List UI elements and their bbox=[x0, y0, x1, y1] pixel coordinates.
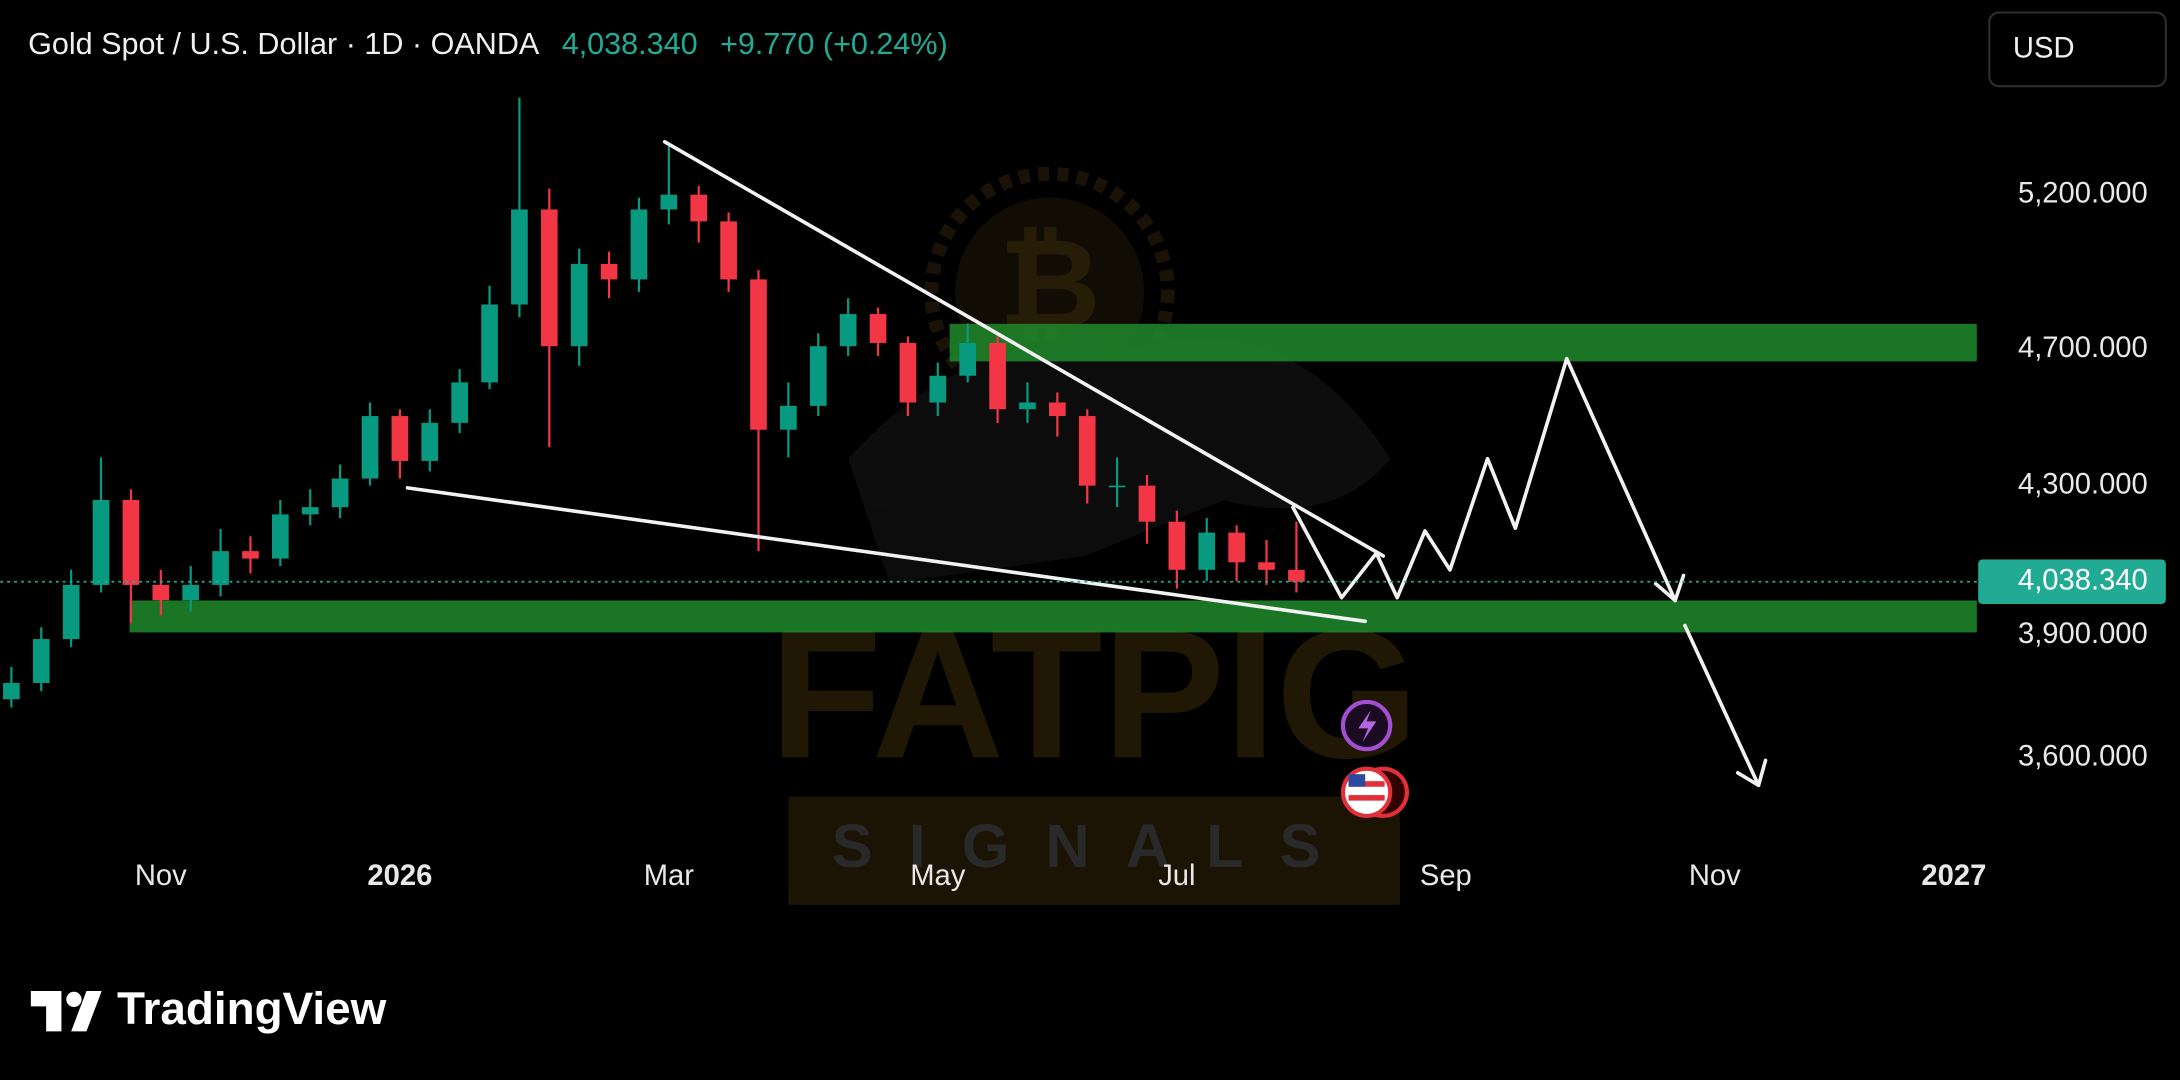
event-icon-canton bbox=[1348, 774, 1366, 787]
candle-body bbox=[481, 304, 498, 383]
x-tick-label: 2027 bbox=[1921, 860, 1986, 892]
symbol-title: Gold Spot / U.S. Dollar · 1D · OANDA bbox=[28, 27, 540, 61]
candle-body bbox=[690, 194, 708, 222]
watermark-band bbox=[788, 796, 1400, 905]
candle-body bbox=[1078, 416, 1096, 486]
watermark-tagline: SIGNALS bbox=[832, 812, 1357, 880]
x-tick-label: Nov bbox=[1689, 860, 1741, 892]
candle-body bbox=[182, 584, 200, 601]
y-tick-label: 4,300.000 bbox=[2018, 468, 2148, 500]
last-price-label: 4,038.340 bbox=[2018, 564, 2148, 596]
candle-body bbox=[989, 342, 1006, 410]
x-tick-label: Sep bbox=[1420, 860, 1472, 892]
last-price: 4,038.340 bbox=[562, 27, 698, 61]
projection-path bbox=[1291, 356, 1677, 603]
candle-body bbox=[540, 209, 558, 347]
event-icon-bolt bbox=[1358, 710, 1377, 743]
candle-body bbox=[301, 507, 319, 515]
lower-trendline bbox=[405, 486, 1368, 624]
tradingview-logo: TradingView bbox=[30, 982, 387, 1034]
event-icon-stripe bbox=[1348, 795, 1385, 801]
resistance-zone bbox=[949, 323, 1977, 362]
candle-body bbox=[1019, 402, 1036, 410]
candle-body bbox=[152, 584, 170, 601]
candle-body bbox=[1108, 485, 1126, 488]
currency-label[interactable]: USD bbox=[2013, 33, 2075, 65]
candle-body bbox=[959, 342, 977, 376]
drawings bbox=[405, 139, 1768, 788]
projection-arrow bbox=[1683, 623, 1761, 788]
y-tick-label: 5,200.000 bbox=[2018, 177, 2148, 209]
candle-body bbox=[272, 514, 289, 559]
candle-body bbox=[391, 416, 409, 461]
last-price-marker bbox=[1978, 559, 2166, 605]
x-tick-label: Nov bbox=[135, 860, 187, 892]
event-icon-stripe bbox=[1348, 781, 1385, 787]
header: Gold Spot / U.S. Dollar · 1D · OANDA 4,0… bbox=[28, 27, 948, 61]
candle-body bbox=[1288, 569, 1305, 582]
candle-body bbox=[1198, 532, 1216, 570]
candle-body bbox=[92, 499, 110, 585]
candle-body bbox=[1258, 562, 1275, 570]
projection-arrowhead bbox=[1653, 573, 1686, 603]
currency-button[interactable] bbox=[1988, 11, 2167, 88]
candle-body bbox=[899, 342, 917, 403]
candle-body bbox=[62, 584, 80, 640]
y-tick-label: 4,700.000 bbox=[2018, 332, 2148, 364]
candle-body bbox=[750, 279, 767, 430]
candle-body bbox=[451, 382, 468, 423]
candle-body bbox=[421, 422, 439, 461]
candle-body bbox=[1228, 532, 1245, 563]
candle-body bbox=[630, 209, 648, 280]
candle-body bbox=[809, 346, 827, 406]
price-change: +9.770 (+0.24%) bbox=[720, 27, 948, 61]
watermark-pig bbox=[848, 338, 1391, 584]
candle-body bbox=[1138, 485, 1156, 522]
y-tick-label: 3,900.000 bbox=[2018, 618, 2148, 650]
candle-body bbox=[3, 682, 20, 700]
upper-trendline bbox=[662, 139, 1386, 558]
logo-mark bbox=[71, 991, 102, 1032]
candle-body bbox=[780, 405, 797, 430]
x-tick-label: 2026 bbox=[367, 860, 432, 892]
candle-body bbox=[242, 551, 259, 559]
candle-body bbox=[212, 551, 229, 585]
x-tick-label: May bbox=[910, 860, 966, 892]
candle-body bbox=[32, 639, 50, 683]
logo-mark bbox=[66, 991, 82, 1008]
x-tick-label: Jul bbox=[1158, 860, 1195, 892]
candle-body bbox=[720, 221, 737, 280]
x-tick-label: Mar bbox=[644, 860, 695, 892]
candle-body bbox=[361, 416, 379, 479]
support-zone bbox=[129, 600, 1977, 633]
candle-body bbox=[331, 478, 349, 508]
candles bbox=[3, 97, 1305, 708]
candle-body bbox=[1048, 402, 1066, 417]
logo-mark bbox=[30, 991, 62, 1032]
candle-body bbox=[660, 194, 678, 210]
candle-body bbox=[122, 499, 140, 585]
candle-body bbox=[869, 314, 887, 343]
candle-body bbox=[839, 314, 857, 347]
projection-arrowhead bbox=[1735, 758, 1768, 788]
candle-body bbox=[570, 263, 588, 347]
candle-body bbox=[600, 263, 618, 280]
candle-body bbox=[929, 375, 947, 403]
logo-text: TradingView bbox=[117, 982, 387, 1034]
candle-body bbox=[511, 209, 528, 305]
candle-body bbox=[1168, 521, 1186, 570]
y-tick-label: 3,600.000 bbox=[2018, 740, 2148, 772]
event-icons bbox=[1340, 699, 1409, 818]
